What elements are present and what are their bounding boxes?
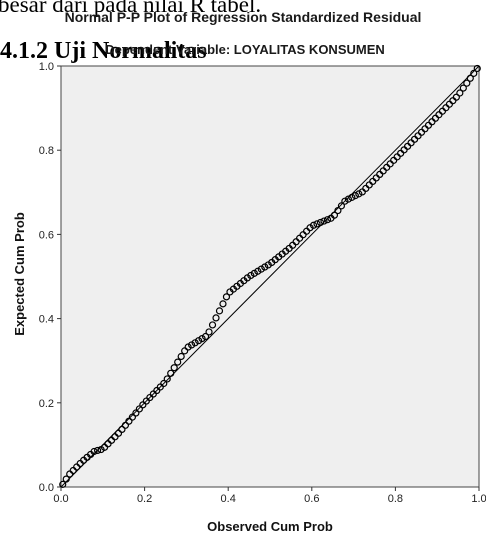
data-point bbox=[59, 480, 67, 488]
data-point bbox=[125, 417, 133, 425]
data-point bbox=[135, 405, 143, 413]
data-point bbox=[201, 332, 210, 341]
data-point bbox=[219, 300, 227, 308]
y-axis-label: Expected Cum Prob bbox=[12, 212, 27, 336]
data-point bbox=[466, 74, 474, 82]
chart-subtitle: Dependent Variable: LOYALITAS KONSUMEN bbox=[105, 42, 385, 57]
reference-line bbox=[60, 65, 480, 488]
data-point bbox=[452, 93, 460, 101]
data-point bbox=[470, 69, 478, 77]
data-point bbox=[177, 352, 185, 361]
data-point bbox=[170, 364, 178, 372]
data-point bbox=[320, 217, 328, 225]
data-point bbox=[114, 429, 123, 437]
data-point bbox=[459, 84, 467, 92]
data-point bbox=[118, 425, 126, 434]
document-partial-line: besar dari pada nilai R tabel. bbox=[0, 0, 262, 17]
data-point bbox=[330, 211, 339, 219]
data-point bbox=[316, 218, 325, 227]
chart-title: Normal P-P Plot of Regression Standardiz… bbox=[64, 9, 422, 25]
data-point bbox=[62, 475, 70, 483]
data-point bbox=[174, 358, 182, 366]
data-point bbox=[160, 379, 168, 388]
data-points bbox=[59, 64, 481, 488]
data-point bbox=[208, 321, 217, 329]
x-tick-label: 0.0 bbox=[53, 493, 68, 505]
section-heading: 4.1.2 Uji Normalitas bbox=[0, 38, 207, 64]
data-point bbox=[341, 197, 349, 205]
x-axis-label: Observed Cum Prob bbox=[207, 519, 333, 534]
plot-area bbox=[60, 65, 480, 488]
data-point bbox=[212, 314, 220, 322]
data-point bbox=[93, 446, 102, 455]
y-tick-label: 0.0 bbox=[39, 482, 54, 494]
x-tick-label: 1.0 bbox=[471, 493, 486, 505]
data-point bbox=[473, 64, 481, 73]
data-point bbox=[348, 193, 356, 201]
x-tick-label: 0.2 bbox=[137, 493, 152, 505]
data-point bbox=[121, 421, 130, 429]
data-point bbox=[205, 328, 213, 336]
data-point bbox=[463, 79, 471, 87]
data-point bbox=[215, 307, 224, 315]
y-tick-label: 0.2 bbox=[39, 398, 54, 410]
data-point bbox=[323, 216, 332, 224]
data-point bbox=[132, 409, 140, 417]
data-point bbox=[355, 190, 363, 198]
data-point bbox=[90, 447, 98, 456]
data-point bbox=[334, 206, 342, 215]
y-axis-ticks: 0.0 0.2 0.4 0.6 0.8 1.0 bbox=[39, 61, 61, 494]
data-point bbox=[337, 202, 346, 210]
data-point bbox=[344, 195, 352, 203]
x-axis-ticks: 0.0 0.2 0.4 0.6 0.8 1.0 bbox=[53, 487, 486, 505]
data-point bbox=[313, 220, 321, 228]
data-point bbox=[163, 375, 171, 383]
data-point bbox=[351, 192, 359, 200]
x-tick-label: 0.8 bbox=[388, 493, 403, 505]
x-tick-label: 0.6 bbox=[304, 493, 319, 505]
data-point bbox=[309, 221, 318, 229]
y-tick-label: 0.4 bbox=[39, 314, 54, 326]
x-tick-label: 0.4 bbox=[221, 493, 236, 505]
data-point bbox=[222, 293, 231, 301]
y-tick-label: 0.6 bbox=[39, 229, 54, 241]
y-tick-label: 0.8 bbox=[39, 145, 54, 157]
data-point bbox=[456, 89, 464, 97]
data-point bbox=[128, 413, 137, 421]
data-point bbox=[167, 369, 175, 377]
y-tick-label: 1.0 bbox=[39, 61, 54, 73]
